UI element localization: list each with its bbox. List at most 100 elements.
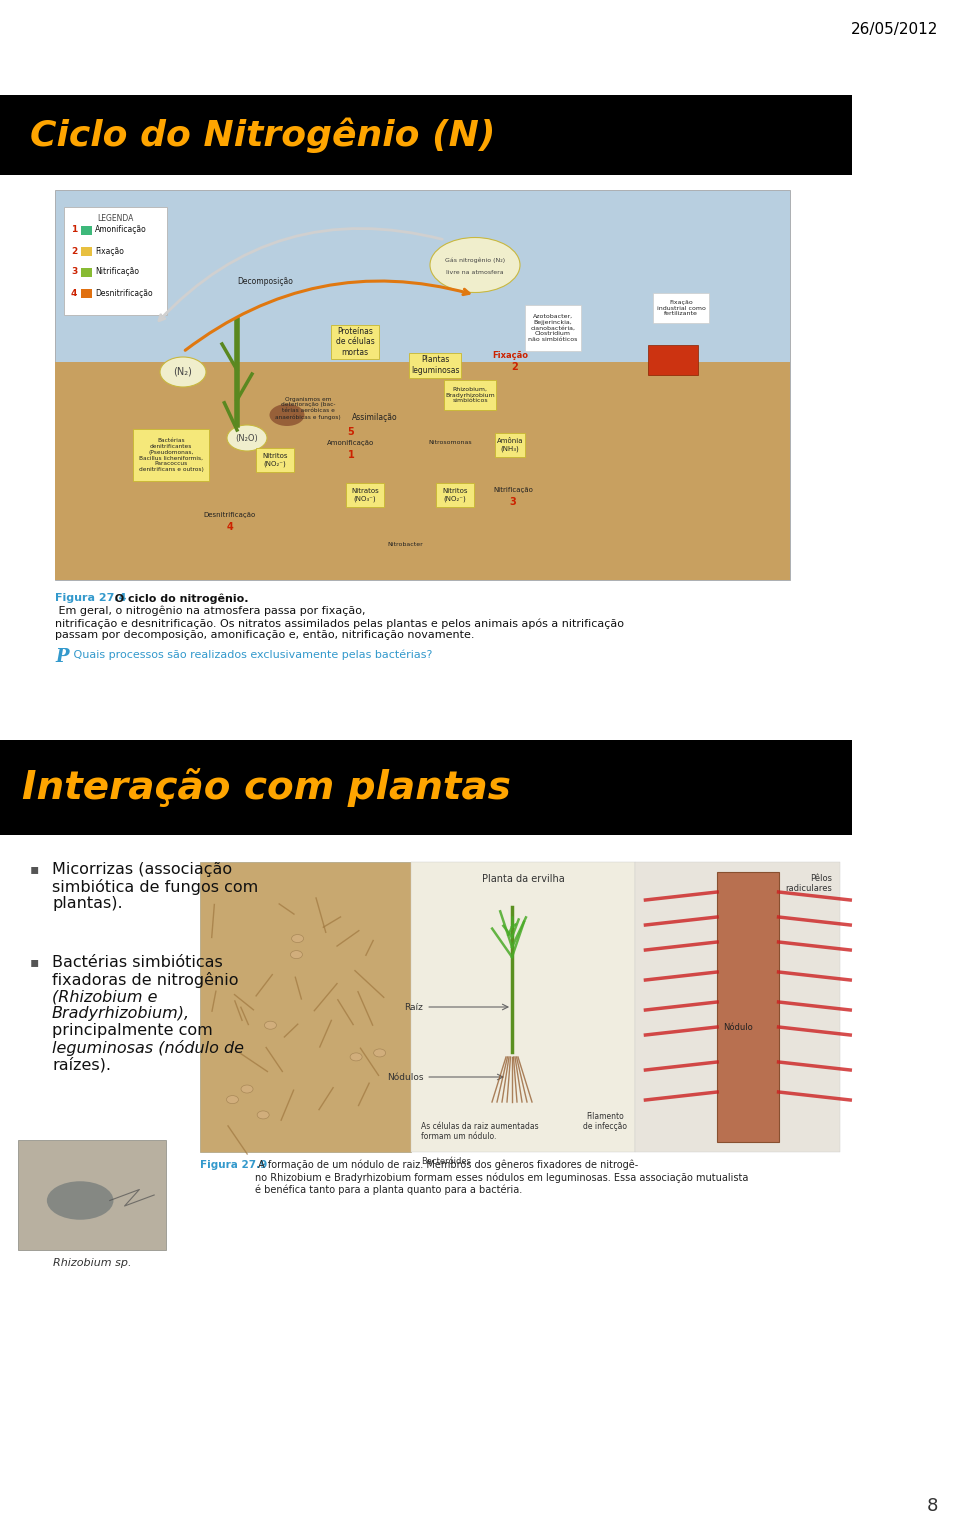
Text: Planta da ervilha: Planta da ervilha bbox=[482, 873, 564, 884]
FancyBboxPatch shape bbox=[256, 447, 294, 472]
Text: Quais processos são realizados exclusivamente pelas bactérias?: Quais processos são realizados exclusiva… bbox=[70, 651, 432, 661]
Text: Figura 27.4: Figura 27.4 bbox=[55, 592, 127, 603]
Text: fixadoras de nitrogênio: fixadoras de nitrogênio bbox=[52, 973, 238, 988]
FancyBboxPatch shape bbox=[331, 325, 378, 359]
Bar bbox=[648, 345, 698, 376]
Ellipse shape bbox=[227, 425, 267, 450]
Bar bbox=[81, 226, 92, 235]
Ellipse shape bbox=[350, 1054, 362, 1061]
FancyBboxPatch shape bbox=[133, 429, 209, 481]
Text: Nódulos: Nódulos bbox=[387, 1072, 423, 1081]
Text: (Rhizobium e: (Rhizobium e bbox=[52, 989, 157, 1003]
Text: Nódulo: Nódulo bbox=[723, 1023, 753, 1032]
Bar bbox=[411, 863, 636, 1151]
Ellipse shape bbox=[241, 1086, 253, 1093]
FancyBboxPatch shape bbox=[347, 483, 384, 507]
Ellipse shape bbox=[270, 405, 304, 426]
Text: Gás nitrogênio (N₂): Gás nitrogênio (N₂) bbox=[444, 257, 505, 263]
Text: 4: 4 bbox=[227, 522, 233, 531]
FancyBboxPatch shape bbox=[63, 206, 166, 315]
Text: ▪: ▪ bbox=[30, 863, 39, 876]
Text: simbiótica de fungos com: simbiótica de fungos com bbox=[52, 880, 258, 895]
Text: Ciclo do Nitrogênio (N): Ciclo do Nitrogênio (N) bbox=[30, 118, 495, 153]
Text: leguminosas (nódulo de: leguminosas (nódulo de bbox=[52, 1040, 244, 1057]
Text: Nitritos
(NO₂⁻): Nitritos (NO₂⁻) bbox=[262, 454, 288, 467]
Text: Azotobacter,
Bejjerinckia,
cianobactéria,
Clostridium
não simbióticos: Azotobacter, Bejjerinckia, cianobactéria… bbox=[528, 315, 578, 342]
Text: Raíz: Raíz bbox=[404, 1003, 423, 1011]
Text: Rhizobium,
Bradyrhizobium
simbióticos: Rhizobium, Bradyrhizobium simbióticos bbox=[445, 386, 494, 403]
Ellipse shape bbox=[430, 238, 520, 293]
Text: Decomposição: Decomposição bbox=[237, 278, 293, 287]
Ellipse shape bbox=[292, 935, 303, 942]
FancyBboxPatch shape bbox=[437, 483, 473, 507]
Bar bbox=[636, 863, 840, 1151]
Text: Pêlos
radiculares: Pêlos radiculares bbox=[785, 873, 832, 893]
Text: Em geral, o nitrogênio na atmosfera passa por fixação,
nitrificação e desnitrifi: Em geral, o nitrogênio na atmosfera pass… bbox=[55, 606, 624, 640]
Bar bbox=[200, 863, 411, 1151]
Text: Desnitrificação: Desnitrificação bbox=[204, 512, 256, 518]
Text: O ciclo do nitrogênio.: O ciclo do nitrogênio. bbox=[107, 592, 249, 603]
Ellipse shape bbox=[160, 357, 206, 386]
Text: Nitritos
(NO₂⁻): Nitritos (NO₂⁻) bbox=[443, 489, 468, 502]
FancyBboxPatch shape bbox=[444, 380, 496, 411]
Ellipse shape bbox=[291, 951, 302, 959]
Text: Micorrizas (associação: Micorrizas (associação bbox=[52, 863, 232, 876]
Text: Amonificação: Amonificação bbox=[327, 440, 374, 446]
Text: Nitrobacter: Nitrobacter bbox=[387, 542, 422, 548]
Text: Nitrosomonas: Nitrosomonas bbox=[428, 440, 471, 446]
Text: 4: 4 bbox=[71, 289, 78, 298]
Bar bbox=[0, 741, 852, 835]
Text: livre na atmosfera: livre na atmosfera bbox=[446, 270, 504, 275]
Text: Interação com plantas: Interação com plantas bbox=[22, 768, 511, 806]
Text: 2: 2 bbox=[71, 246, 77, 255]
Text: Bacteróides: Bacteróides bbox=[421, 1157, 471, 1167]
Bar bbox=[81, 247, 92, 257]
Text: 1: 1 bbox=[348, 450, 354, 460]
Text: (N₂): (N₂) bbox=[174, 366, 192, 377]
Text: raízes).: raízes). bbox=[52, 1057, 111, 1072]
Text: Nitrificação: Nitrificação bbox=[493, 487, 533, 493]
Text: P: P bbox=[55, 647, 68, 666]
FancyBboxPatch shape bbox=[494, 434, 525, 457]
Text: Assimilação: Assimilação bbox=[352, 414, 397, 423]
Text: Bradyrhizobium),: Bradyrhizobium), bbox=[52, 1006, 190, 1022]
Text: Nitrificação: Nitrificação bbox=[95, 267, 139, 276]
Text: Nitratos
(NO₃⁻): Nitratos (NO₃⁻) bbox=[351, 489, 379, 502]
Text: 26/05/2012: 26/05/2012 bbox=[851, 21, 938, 37]
FancyBboxPatch shape bbox=[409, 353, 461, 377]
Ellipse shape bbox=[373, 1049, 386, 1057]
Text: Fixação: Fixação bbox=[492, 351, 528, 359]
Text: Amônia
(NH₃): Amônia (NH₃) bbox=[496, 438, 523, 452]
Bar bbox=[81, 289, 92, 298]
Bar bbox=[55, 189, 790, 580]
Text: Organismos em
deterioração (bac-
térias aeróbicas e
anaeróbicas e fungos): Organismos em deterioração (bac- térias … bbox=[276, 397, 341, 420]
Text: Fixação: Fixação bbox=[95, 246, 124, 255]
Text: Amonificação: Amonificação bbox=[95, 226, 147, 235]
Text: Plantas
leguminosas: Plantas leguminosas bbox=[411, 356, 459, 374]
Text: 3: 3 bbox=[71, 267, 77, 276]
Text: LEGENDA: LEGENDA bbox=[97, 214, 133, 223]
Text: plantas).: plantas). bbox=[52, 896, 123, 912]
Text: A formação de um nódulo de raiz. Membros dos gêneros fixadores de nitrogê-
no Rh: A formação de um nódulo de raiz. Membros… bbox=[255, 1161, 749, 1196]
Text: Bactérias simbióticas: Bactérias simbióticas bbox=[52, 954, 223, 970]
Bar bbox=[81, 269, 92, 276]
FancyBboxPatch shape bbox=[525, 305, 581, 351]
Text: 2: 2 bbox=[512, 362, 518, 373]
Bar bbox=[0, 95, 852, 176]
Bar bbox=[55, 362, 790, 580]
Ellipse shape bbox=[227, 1095, 238, 1104]
Ellipse shape bbox=[47, 1182, 113, 1220]
Text: Figura 27.9: Figura 27.9 bbox=[200, 1161, 267, 1170]
Text: ▪: ▪ bbox=[30, 954, 39, 970]
Ellipse shape bbox=[264, 1022, 276, 1029]
Text: Fixação
industrial como
fertilizante: Fixação industrial como fertilizante bbox=[657, 299, 706, 316]
Text: principalmente com: principalmente com bbox=[52, 1023, 213, 1038]
Bar bbox=[18, 1141, 166, 1251]
Text: Desnitrificação: Desnitrificação bbox=[95, 289, 153, 298]
Text: Filamento
de infecção: Filamento de infecção bbox=[584, 1112, 627, 1132]
Ellipse shape bbox=[257, 1112, 269, 1119]
Text: 1: 1 bbox=[71, 226, 77, 235]
Text: 3: 3 bbox=[510, 496, 516, 507]
Text: Rhizobium sp.: Rhizobium sp. bbox=[53, 1258, 132, 1267]
Text: As células da raiz aumentadas
formam um nódulo.: As células da raiz aumentadas formam um … bbox=[421, 1122, 539, 1141]
